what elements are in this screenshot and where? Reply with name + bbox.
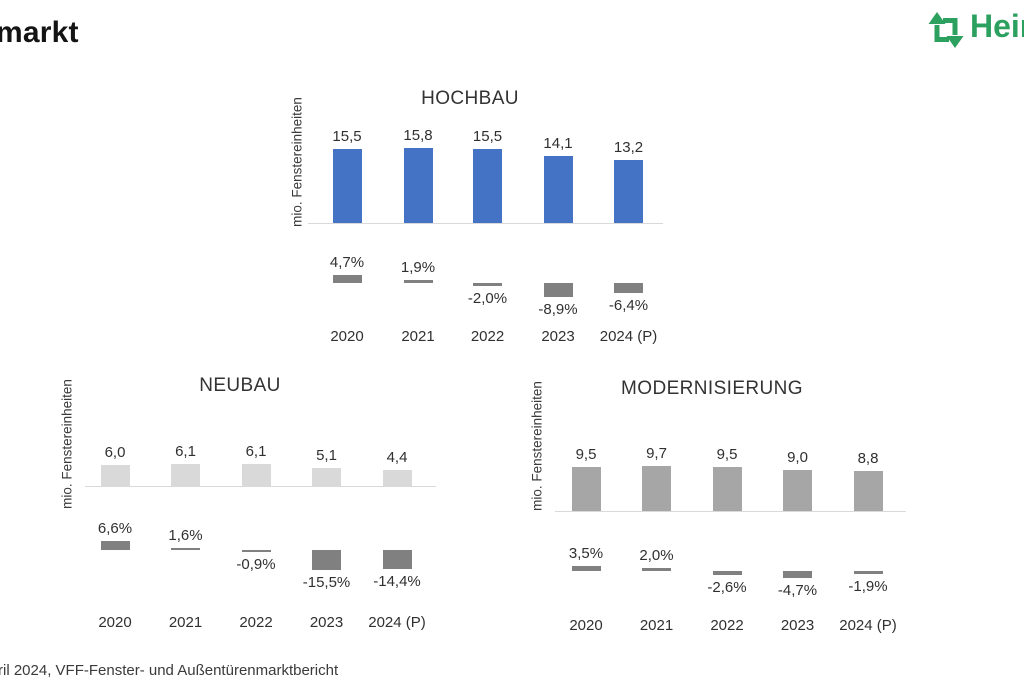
- modernisierung-pct-label: -2,6%: [707, 579, 747, 597]
- hochbau-bar: [543, 156, 573, 223]
- neubau-bar: [241, 464, 271, 486]
- hochbau-chart-title: HOCHBAU: [421, 88, 519, 109]
- neubau-bar: [312, 467, 341, 486]
- modernisierung-pct-bar: [712, 571, 742, 576]
- neubau-pct-label: 1,6%: [168, 526, 203, 544]
- neubau-pct-bar: [171, 547, 200, 550]
- neubau-bar: [171, 464, 200, 486]
- neubau-pct-bar: [312, 550, 341, 571]
- modernisierung-pct-label: -1,9%: [848, 577, 888, 595]
- neubau-value-label: 6,0: [104, 443, 126, 461]
- modernisierung-bar: [571, 467, 601, 511]
- hochbau-year-label: 2022: [470, 328, 505, 345]
- heinze-arrows-logo-icon: [926, 10, 966, 55]
- hochbau-year-label: 2024 (P): [599, 328, 658, 345]
- neubau-bar: [100, 464, 130, 486]
- hochbau-value-label: 15,8: [403, 126, 433, 144]
- neubau-value-label: 6,1: [245, 443, 267, 461]
- neubau-pct-bar: [100, 541, 130, 550]
- hochbau-pct-label: 4,7%: [329, 254, 365, 272]
- modernisierung-year-label: 2020: [569, 617, 603, 634]
- modernisierung-y-axis-label: mio. Fenstereinheiten: [529, 381, 545, 511]
- modernisierung-bar: [783, 469, 812, 511]
- modernisierung-value-label: 9,5: [575, 446, 597, 464]
- modernisierung-year-label: 2021: [639, 617, 674, 634]
- hochbau-pct-label: -8,9%: [538, 301, 578, 319]
- hochbau-value-label: 15,5: [472, 128, 503, 146]
- neubau-pct-label: -14,4%: [373, 573, 421, 590]
- logo: Hein: [926, 6, 1024, 56]
- hochbau-pct-label: -2,0%: [467, 290, 508, 308]
- footer-source-text: ril 2024, VFF-Fenster- und Außentürenmar…: [0, 662, 339, 679]
- neubau-axis-line: [85, 486, 436, 487]
- modernisierung-value-label: 9,0: [787, 448, 808, 466]
- neubau-y-axis-label: mio. Fenstereinheiten: [59, 379, 75, 509]
- modernisierung-pct-label: 2,0%: [639, 546, 674, 564]
- modernisierung-pct-bar: [642, 567, 671, 571]
- neubau-bar: [382, 470, 412, 486]
- neubau-year-label: 2024 (P): [368, 614, 426, 631]
- modernisierung-value-label: 8,8: [857, 449, 879, 467]
- hochbau-bar: [332, 149, 362, 223]
- hochbau-year-label: 2020: [330, 328, 364, 345]
- modernisierung-bar: [853, 470, 883, 511]
- neubau-year-label: 2022: [239, 614, 273, 631]
- hochbau-bar: [403, 147, 433, 223]
- hochbau-value-label: 15,5: [332, 128, 362, 146]
- modernisierung-year-label: 2024 (P): [839, 617, 897, 634]
- neubau-chart-title: NEUBAU: [199, 375, 281, 396]
- hochbau-pct-bar: [332, 275, 362, 283]
- hochbau-y-axis-label: mio. Fenstereinheiten: [289, 97, 305, 227]
- hochbau-pct-bar: [473, 283, 502, 287]
- modernisierung-pct-label: -4,7%: [777, 582, 818, 600]
- neubau-pct-label: -15,5%: [302, 574, 351, 592]
- hochbau-pct-bar: [543, 283, 573, 298]
- neubau-value-label: 6,1: [175, 443, 196, 461]
- hochbau-pct-label: 1,9%: [400, 258, 436, 276]
- modernisierung-year-label: 2022: [710, 617, 744, 634]
- modernisierung-value-label: 9,7: [646, 445, 667, 463]
- hochbau-pct-bar: [614, 283, 643, 294]
- modernisierung-pct-bar: [783, 571, 812, 579]
- neubau-year-label: 2021: [168, 614, 203, 631]
- neubau-pct-bar: [241, 550, 271, 552]
- modernisierung-pct-bar: [853, 571, 883, 574]
- modernisierung-chart-title: MODERNISIERUNG: [621, 378, 803, 399]
- hochbau-bar: [473, 149, 502, 223]
- neubau-pct-label: 6,6%: [97, 520, 133, 538]
- hochbau-value-label: 13,2: [613, 139, 644, 157]
- modernisierung-bar: [712, 467, 742, 511]
- page-title: markt: [0, 16, 79, 49]
- modernisierung-bar: [642, 466, 671, 511]
- modernisierung-pct-bar: [571, 565, 601, 571]
- logo-text: Hein: [970, 8, 1024, 44]
- neubau-pct-bar: [382, 550, 412, 569]
- hochbau-pct-label: -6,4%: [608, 297, 649, 315]
- modernisierung-value-label: 9,5: [716, 446, 738, 464]
- neubau-value-label: 4,4: [386, 449, 408, 467]
- hochbau-axis-line: [308, 223, 663, 224]
- modernisierung-axis-line: [555, 511, 906, 512]
- neubau-year-label: 2023: [309, 614, 344, 631]
- hochbau-bar: [614, 160, 643, 223]
- neubau-pct-label: -0,9%: [236, 556, 276, 573]
- hochbau-pct-bar: [403, 279, 433, 283]
- modernisierung-pct-label: 3,5%: [568, 544, 604, 562]
- neubau-value-label: 5,1: [316, 446, 337, 464]
- hochbau-year-label: 2023: [541, 328, 575, 345]
- modernisierung-year-label: 2023: [780, 617, 815, 634]
- neubau-year-label: 2020: [98, 614, 132, 631]
- hochbau-year-label: 2021: [401, 328, 435, 345]
- hochbau-value-label: 14,1: [543, 135, 573, 153]
